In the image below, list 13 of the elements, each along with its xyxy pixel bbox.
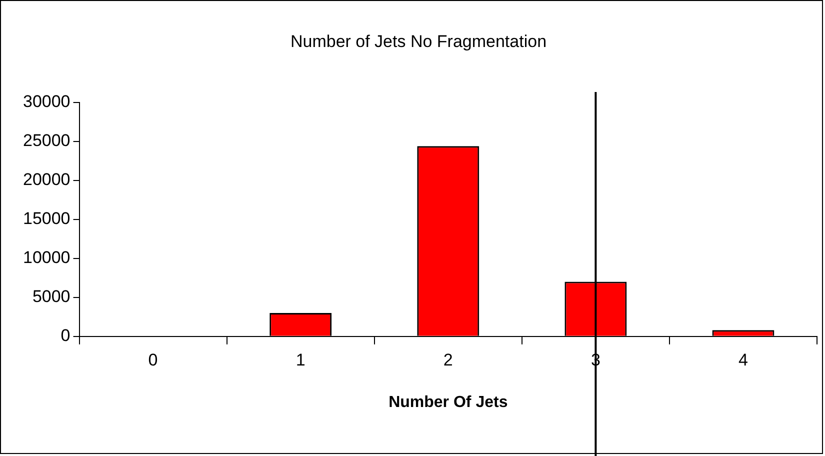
x-tick-label: 1 [296, 350, 306, 370]
y-tick-label: 0 [60, 326, 70, 346]
y-tick-label: 15000 [22, 209, 70, 228]
y-tick-label: 10000 [22, 248, 70, 268]
y-tick-label: 25000 [22, 131, 70, 150]
x-tick-label: 0 [148, 350, 158, 370]
y-tick-label: 30000 [22, 92, 70, 112]
x-axis-title: Number Of Jets [388, 394, 508, 411]
chart-title: Number of Jets No Fragmentation [290, 32, 547, 51]
y-tick-label: 5000 [32, 287, 70, 306]
x-tick-label: 2 [443, 350, 453, 370]
y-tick-label: 20000 [22, 170, 70, 190]
x-tick-label: 4 [738, 350, 748, 370]
